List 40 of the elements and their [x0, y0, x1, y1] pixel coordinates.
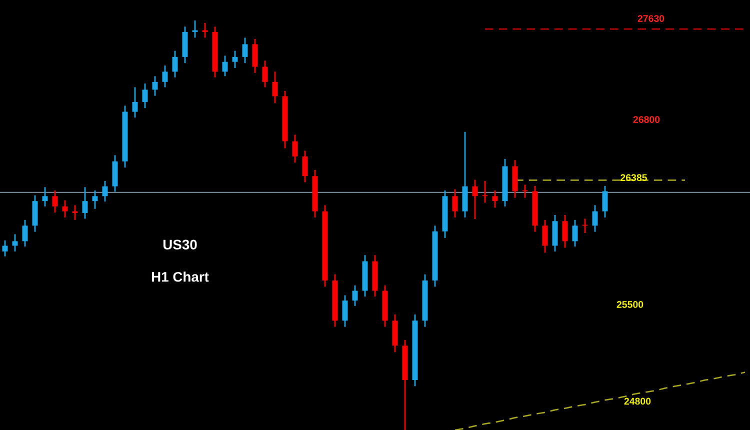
candlestick [352, 284, 358, 307]
candlestick [232, 50, 238, 69]
annotation: 24800 [624, 398, 651, 405]
candlestick [562, 214, 568, 248]
candlestick [192, 20, 198, 38]
candlestick [132, 86, 138, 118]
text: US30 [163, 240, 197, 250]
candlestick [302, 150, 308, 183]
candlestick [592, 204, 598, 232]
candlestick [82, 186, 88, 220]
candlestick [102, 180, 108, 202]
candlestick [12, 234, 18, 252]
candlestick [262, 60, 268, 88]
candlestick [42, 186, 48, 208]
candlestick [152, 75, 158, 97]
annotation: 25500 [616, 301, 644, 308]
candlestick [602, 185, 608, 218]
candlestick [542, 219, 548, 254]
candlestick [492, 190, 498, 208]
candlestick [472, 179, 478, 220]
candlestick [242, 36, 248, 64]
annotation: 27630 [638, 15, 664, 22]
candlestick [452, 188, 458, 218]
candlestick [202, 22, 208, 38]
candlestick [162, 64, 168, 88]
candlestick [572, 219, 578, 248]
candlestick [92, 190, 98, 210]
candlestick [292, 134, 298, 164]
candlestick [2, 240, 8, 258]
annotation: 26385 [620, 174, 647, 182]
annotation: 26800 [633, 116, 660, 124]
candlestick [72, 204, 78, 221]
text: H1 Chart [152, 272, 209, 282]
candlestick [62, 200, 68, 218]
candlestick [172, 50, 178, 78]
candlestick [22, 219, 28, 248]
candlestick [342, 294, 348, 328]
candlestick [142, 82, 148, 109]
candlestick [252, 38, 258, 74]
candlestick [52, 190, 58, 214]
